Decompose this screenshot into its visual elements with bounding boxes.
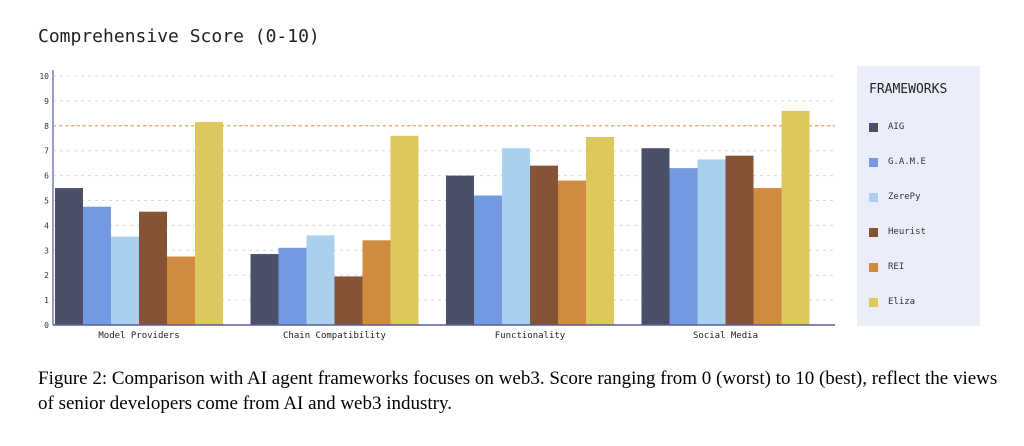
- bar-eliza: [390, 135, 419, 325]
- bar-heurist: [530, 165, 558, 325]
- legend-label: Heurist: [888, 227, 926, 237]
- bar-zerepy: [502, 148, 530, 325]
- bar-eliza: [586, 137, 614, 325]
- legend-item: G.A.M.E: [869, 157, 926, 167]
- legend-item: ZerePy: [869, 192, 921, 202]
- bar-game: [83, 206, 111, 325]
- legend: FRAMEWORKS AIG G.A.M.E ZerePy Heurist REI Eli…: [857, 66, 980, 326]
- y-tick-label: 10: [39, 72, 49, 81]
- legend-label: AIG: [888, 122, 905, 132]
- chart-title: Comprehensive Score (0-10): [38, 26, 320, 47]
- y-tick-label: 2: [44, 271, 49, 280]
- bar-aig: [55, 188, 83, 325]
- y-tick-label: 4: [44, 221, 49, 230]
- bar-zerepy: [306, 235, 335, 325]
- y-tick-label: 5: [44, 197, 49, 206]
- legend-swatch: [869, 122, 878, 132]
- legend-item: Eliza: [869, 297, 915, 307]
- legend-item: Heurist: [869, 227, 926, 237]
- bar-heurist: [334, 276, 363, 325]
- legend-swatch: [869, 192, 878, 202]
- bar-game: [669, 168, 698, 325]
- legend-swatch: [869, 297, 878, 307]
- legend-label: ZerePy: [888, 192, 921, 202]
- y-tick-label: 6: [44, 172, 49, 181]
- bar-rei: [753, 188, 782, 325]
- legend-title: FRAMEWORKS: [869, 82, 948, 97]
- bar-game: [278, 247, 307, 325]
- bar-eliza: [195, 122, 223, 325]
- bar-eliza: [781, 110, 810, 325]
- y-tick-label: 3: [44, 246, 49, 255]
- y-tick-label: 9: [44, 97, 49, 106]
- x-tick-label: Chain Compatibility: [283, 331, 387, 341]
- y-tick-label: 0: [44, 321, 49, 330]
- bar-game: [474, 195, 502, 325]
- bar-rei: [362, 240, 391, 325]
- bar-heurist: [139, 211, 167, 325]
- y-tick-label: 8: [44, 122, 49, 131]
- bar-zerepy: [697, 159, 726, 325]
- bar-heurist: [725, 155, 754, 325]
- bar-rei: [167, 256, 195, 325]
- legend-label: REI: [888, 262, 905, 272]
- legend-label: Eliza: [888, 297, 916, 307]
- legend-swatch: [869, 227, 878, 237]
- x-tick-label: Functionality: [495, 331, 566, 341]
- legend-label: G.A.M.E: [888, 157, 926, 167]
- bar-aig: [446, 175, 474, 325]
- legend-swatch: [869, 157, 878, 167]
- legend-item: REI: [869, 262, 904, 272]
- y-tick-label: 7: [44, 147, 49, 156]
- bar-aig: [641, 148, 670, 325]
- bar-zerepy: [111, 236, 139, 325]
- bar-aig: [250, 254, 279, 325]
- legend-swatch: [869, 262, 878, 272]
- y-tick-label: 1: [44, 296, 49, 305]
- bar-rei: [558, 180, 586, 325]
- legend-item: AIG: [869, 122, 904, 132]
- x-tick-label: Model Providers: [98, 331, 179, 341]
- figure-caption: Figure 2: Comparison with AI agent frame…: [38, 368, 998, 414]
- x-tick-label: Social Media: [693, 331, 758, 341]
